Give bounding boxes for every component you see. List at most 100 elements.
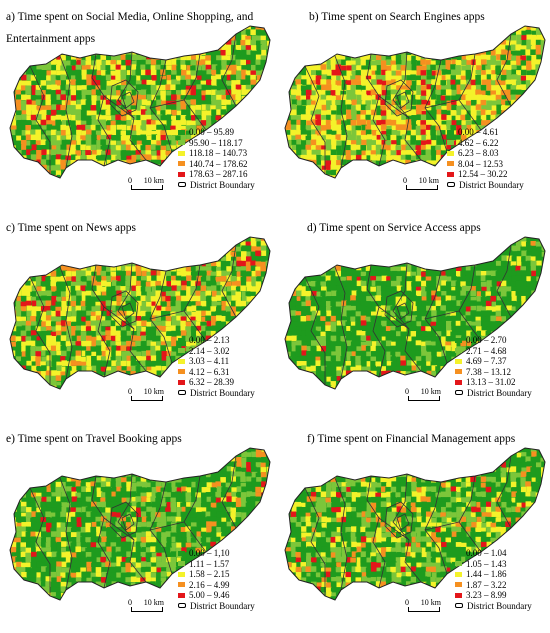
map-cell <box>41 241 48 247</box>
map-cell <box>510 44 517 51</box>
map-cell <box>515 80 522 87</box>
map-cell <box>250 99 257 105</box>
map-cell <box>535 50 542 56</box>
map-cell <box>336 124 342 131</box>
map-cell <box>136 99 143 106</box>
map-cell <box>416 114 423 121</box>
map-cell <box>175 331 182 337</box>
map-cell <box>150 69 157 76</box>
map-cell <box>256 246 263 253</box>
map-cell <box>211 296 218 303</box>
map-cell <box>395 75 402 82</box>
map-cell <box>110 320 117 326</box>
map-cell <box>165 84 172 90</box>
map-cell <box>460 104 467 111</box>
map-cell <box>106 120 113 126</box>
map-cell <box>70 50 77 57</box>
map-cell <box>215 115 222 121</box>
map-cell <box>40 316 47 322</box>
map-cell <box>325 45 331 52</box>
map-cell <box>86 330 93 337</box>
map-cell <box>255 250 261 257</box>
map-cell <box>256 346 262 353</box>
map-cell <box>456 120 462 126</box>
map-cell <box>440 124 447 131</box>
map-cell <box>260 94 267 101</box>
map-cell <box>486 59 493 66</box>
map-cell <box>431 79 437 85</box>
map-cell <box>211 109 217 115</box>
map-cell <box>100 75 107 82</box>
map-cell <box>95 345 102 352</box>
map-cell <box>16 110 22 117</box>
map-cell <box>81 54 88 61</box>
map-cell <box>30 114 37 121</box>
map-cell <box>345 164 352 171</box>
map-cell <box>531 114 538 121</box>
map-cell <box>25 130 31 136</box>
map-cell <box>451 95 457 102</box>
map-cell <box>131 335 137 341</box>
map-cell <box>381 69 387 76</box>
map-cell <box>285 69 291 76</box>
map-cell <box>196 241 202 247</box>
map-cell <box>25 55 32 62</box>
map-cell <box>315 100 322 106</box>
map-cell <box>195 310 202 317</box>
map-cell <box>186 291 192 298</box>
map-cell <box>211 320 217 327</box>
map-cell <box>160 270 167 277</box>
map-cell <box>25 94 32 101</box>
map-cell <box>110 250 117 257</box>
map-cell <box>185 266 192 272</box>
scale-bar: 0 10 km <box>128 176 164 190</box>
map-cell <box>105 300 112 306</box>
map-cell <box>446 125 453 132</box>
map-cell <box>95 75 102 81</box>
map-cell <box>160 135 167 141</box>
map-cell <box>455 60 462 66</box>
map-cell <box>150 296 157 302</box>
map-cell <box>21 90 28 97</box>
map-cell <box>191 305 198 312</box>
map-cell <box>95 130 102 137</box>
map-cell <box>335 80 342 87</box>
map-cell <box>260 240 267 247</box>
map-cell <box>366 174 372 178</box>
district-boundary <box>384 79 414 117</box>
map-cell <box>191 240 198 246</box>
map-cell <box>465 69 472 76</box>
map-cell <box>26 149 32 155</box>
map-cell <box>65 321 72 327</box>
map-cell <box>75 270 82 276</box>
map-cell <box>105 99 112 106</box>
map-cell <box>486 95 493 101</box>
map-cell <box>25 245 32 252</box>
map-cell <box>495 44 502 51</box>
map-cell <box>206 69 213 75</box>
map-cell <box>485 40 491 46</box>
map-cell <box>185 125 192 131</box>
map-cell <box>130 296 137 303</box>
map-cell <box>136 59 143 66</box>
map-cell <box>111 115 117 121</box>
map-cell <box>95 331 102 337</box>
map-cell <box>51 104 58 110</box>
map-cell <box>546 61 550 67</box>
map-cell <box>125 99 132 106</box>
map-cell <box>20 245 27 251</box>
map-cell <box>15 99 22 106</box>
map-cell <box>401 114 407 120</box>
map-cell <box>356 180 362 186</box>
map-cell <box>365 95 372 101</box>
map-cell <box>81 281 87 288</box>
map-cell <box>96 140 102 146</box>
map-cell <box>215 99 222 106</box>
map-cell <box>110 246 117 252</box>
map-cell <box>285 169 288 176</box>
map-cell <box>126 246 133 252</box>
map-cell <box>10 170 17 177</box>
map-cell <box>256 89 263 96</box>
map-cell <box>385 175 392 178</box>
map-cell <box>16 246 23 252</box>
